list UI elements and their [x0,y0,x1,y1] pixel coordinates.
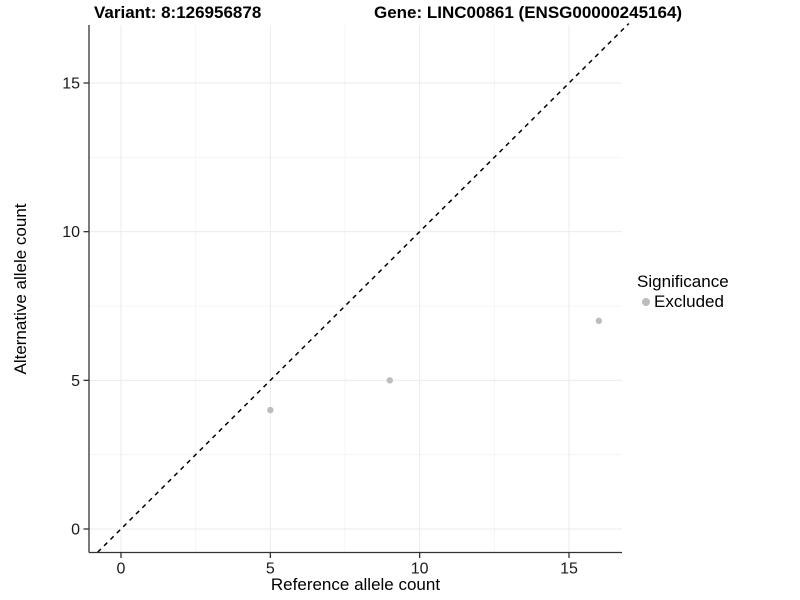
data-point [595,317,603,325]
x-tick-label: 10 [411,561,429,578]
legend-point-icon [642,297,650,306]
identity-dashed-line [97,23,630,553]
x-tick-label: 15 [560,561,578,578]
y-axis-title: Alternative allele count [11,203,30,375]
y-tick-label: 0 [71,522,80,539]
data-point [386,377,394,384]
legend-item-excluded: Excluded [637,291,729,311]
x-tick-label: 0 [117,561,126,578]
data-point [267,406,274,414]
y-tick-label: 15 [62,76,80,93]
legend: Significance Excluded [637,272,729,311]
plot-title-variant: Variant: 8:126956878 [94,3,262,22]
legend-title: Significance [637,272,729,291]
plot-title-gene: Gene: LINC00861 (ENSG00000245164) [374,3,683,22]
legend-item-label: Excluded [654,291,724,311]
y-tick-label: 5 [71,373,80,390]
y-tick-label: 10 [62,224,80,241]
x-tick-label: 5 [266,561,275,578]
x-axis-title: Reference allele count [270,575,441,594]
